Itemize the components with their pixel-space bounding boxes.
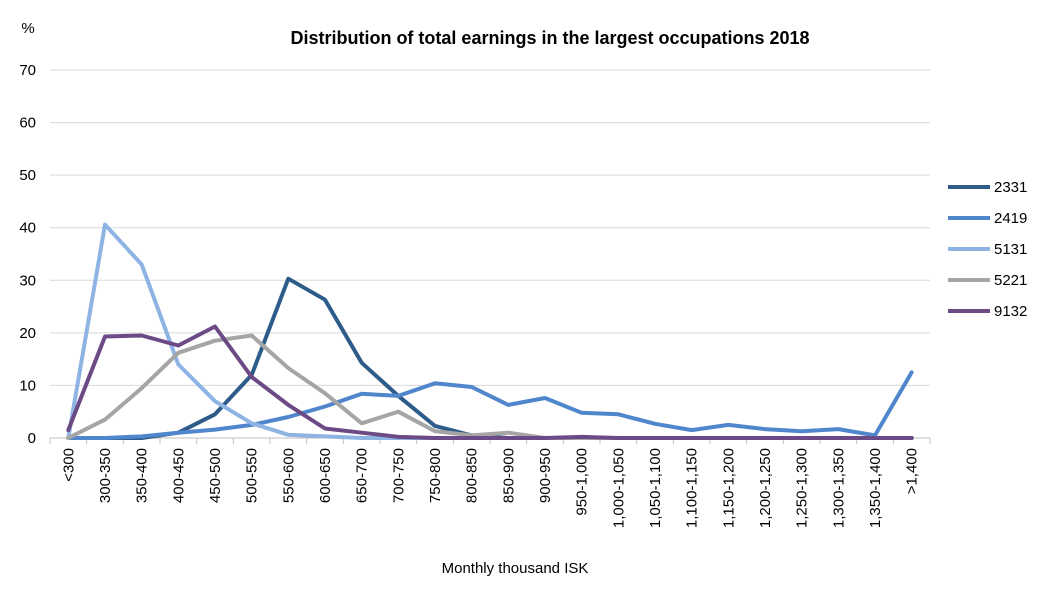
gridlines bbox=[49, 69, 931, 444]
y-tick-label: 40 bbox=[19, 220, 36, 237]
x-tick-label: 1,350-1,400 bbox=[867, 448, 884, 528]
y-tick-label: 30 bbox=[19, 272, 36, 289]
x-tick-label: <300 bbox=[60, 448, 77, 482]
y-tick-label: 10 bbox=[19, 377, 36, 394]
x-tick-label: 1,050-1,100 bbox=[647, 448, 664, 528]
y-tick-label: 70 bbox=[19, 62, 36, 79]
chart-title: Distribution of total earnings in the la… bbox=[290, 28, 809, 48]
x-tick-label: 350-400 bbox=[134, 448, 151, 503]
y-tick-label: 0 bbox=[28, 430, 36, 447]
x-tick-label: 1,000-1,050 bbox=[610, 448, 627, 528]
x-tick-label: 850-900 bbox=[500, 448, 517, 503]
legend-label: 5221 bbox=[994, 272, 1027, 289]
legend-label: 5131 bbox=[994, 241, 1027, 258]
x-tick-label: 1,250-1,300 bbox=[794, 448, 811, 528]
x-tick-label: >1,400 bbox=[904, 448, 921, 494]
x-tick-label: 1,150-1,200 bbox=[720, 448, 737, 528]
x-tick-label: 550-600 bbox=[280, 448, 297, 503]
y-axis-unit: % bbox=[21, 20, 34, 37]
y-tick-label: 50 bbox=[19, 167, 36, 184]
x-tick-label: 450-500 bbox=[207, 448, 224, 503]
x-tick-label: 1,300-1,350 bbox=[830, 448, 847, 528]
x-tick-label: 900-950 bbox=[537, 448, 554, 503]
x-tick-label: 950-1,000 bbox=[574, 448, 591, 516]
x-tick-label: 300-350 bbox=[97, 448, 114, 503]
y-tick-labels: 0 10 20 30 40 50 60 70 bbox=[19, 62, 36, 447]
x-tick-label: 500-550 bbox=[244, 448, 261, 503]
x-tick-labels: <300 300-350 350-400 400-450 450-500 500-550 5… bbox=[60, 448, 920, 528]
legend-label: 9132 bbox=[994, 303, 1027, 320]
series-line-9132 bbox=[66, 324, 914, 440]
series-line-2331 bbox=[66, 276, 914, 440]
x-axis-label: Monthly thousand ISK bbox=[442, 560, 589, 577]
x-tick-label: 750-800 bbox=[427, 448, 444, 503]
x-tick-label: 1,200-1,250 bbox=[757, 448, 774, 528]
series-line-2419 bbox=[66, 370, 914, 440]
legend-label: 2331 bbox=[994, 179, 1027, 196]
legend-label: 2419 bbox=[994, 210, 1027, 227]
legend: 2331 2419 5131 5221 9132 bbox=[948, 179, 1027, 320]
y-tick-label: 20 bbox=[19, 325, 36, 342]
x-tick-label: 400-450 bbox=[170, 448, 187, 503]
x-tick-label: 1,100-1,150 bbox=[684, 448, 701, 528]
y-tick-label: 60 bbox=[19, 115, 36, 132]
x-tick-label: 600-650 bbox=[317, 448, 334, 503]
x-tick-label: 650-700 bbox=[354, 448, 371, 503]
x-tick-label: 800-850 bbox=[464, 448, 481, 503]
series-lines bbox=[66, 222, 914, 440]
series-line-5131 bbox=[66, 222, 914, 440]
x-tick-label: 700-750 bbox=[390, 448, 407, 503]
